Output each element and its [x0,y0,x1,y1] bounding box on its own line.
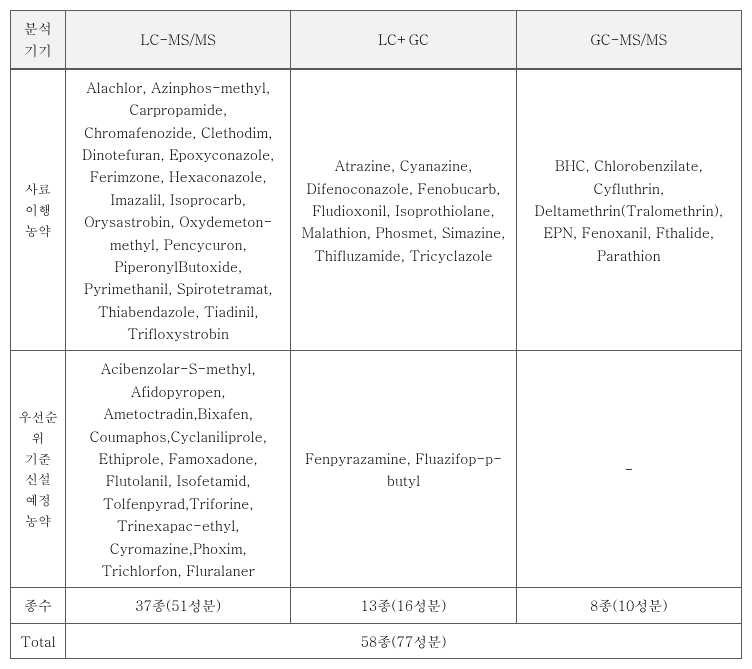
count-row: 종수 37종(51성분) 13종(16성분) 8종(10성분) [11,588,742,623]
cell-feed-lcgc: Atrazine, Cyanazine, Difenoconazole, Fen… [291,69,516,351]
row-label-priority: 우선순위 기준 신설 예정 농약 [11,351,66,588]
cell-priority-gcmsms: - [516,351,741,588]
cell-feed-lcmsms: Alachlor, Azinphos-methyl, Carpropamide,… [66,69,291,351]
count-lcmsms: 37종(51성분) [66,588,291,623]
cell-priority-lcgc: Fenpyrazamine, Fluazifop-p-butyl [291,351,516,588]
total-value: 58종(77성분) [66,623,742,658]
table-row: 우선순위 기준 신설 예정 농약 Acibenzolar-S-methyl, A… [11,351,742,588]
header-gcmsms: GC-MS/MS [516,11,741,69]
header-lcgc: LC+GC [291,11,516,69]
cell-feed-gcmsms: BHC, Chlorobenzilate, Cyfluthrin, Deltam… [516,69,741,351]
count-lcgc: 13종(16성분) [291,588,516,623]
header-lcmsms: LC-MS/MS [66,11,291,69]
header-instrument: 분석 기기 [11,11,66,69]
count-label: 종수 [11,588,66,623]
count-gcmsms: 8종(10성분) [516,588,741,623]
row-label-feed: 사료 이행 농약 [11,69,66,351]
total-row: Total 58종(77성분) [11,623,742,658]
table-row: 사료 이행 농약 Alachlor, Azinphos-methyl, Carp… [11,69,742,351]
total-label: Total [11,623,66,658]
header-row: 분석 기기 LC-MS/MS LC+GC GC-MS/MS [11,11,742,69]
analysis-table: 분석 기기 LC-MS/MS LC+GC GC-MS/MS 사료 이행 농약 A… [10,10,742,659]
cell-priority-lcmsms: Acibenzolar-S-methyl, Afidopyropen, Amet… [66,351,291,588]
